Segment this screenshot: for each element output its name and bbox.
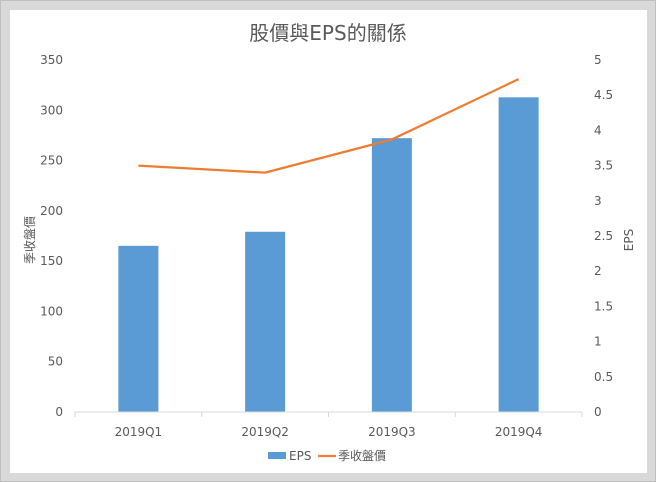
- y-left-tick-label: 300: [40, 103, 63, 117]
- y-left-tick-label: 250: [40, 154, 63, 168]
- y-right-tick-label: 4.5: [594, 88, 613, 102]
- y-right-tick-label: 5: [594, 53, 602, 67]
- legend-label-eps: EPS: [289, 449, 311, 463]
- y-left-tick-label: 50: [48, 355, 63, 369]
- y-left-tick-label: 0: [55, 405, 63, 419]
- x-tick-label: 2019Q3: [368, 425, 416, 439]
- x-tick-label: 2019Q2: [241, 425, 289, 439]
- y-right-tick-label: 0.5: [594, 370, 613, 384]
- legend-label-closing-price: 季收盤價: [338, 449, 386, 463]
- y-left-tick-label: 150: [40, 254, 63, 268]
- y-right-tick-label: 1: [594, 335, 602, 349]
- y-left-tick-label: 200: [40, 204, 63, 218]
- y-right-tick-label: 2.5: [594, 229, 613, 243]
- bar-eps[interactable]: [498, 97, 539, 412]
- y-right-tick-label: 1.5: [594, 299, 613, 313]
- legend-swatch-eps: [268, 452, 286, 459]
- bar-eps[interactable]: [118, 245, 159, 412]
- x-tick-label: 2019Q1: [115, 425, 163, 439]
- line-closing-price[interactable]: [138, 78, 520, 174]
- y-right-tick-label: 3.5: [594, 159, 613, 173]
- y-right-tick-label: 2: [594, 264, 602, 278]
- y-right-tick-label: 3: [594, 194, 602, 208]
- y-left-tick-label: 100: [40, 304, 63, 318]
- y-right-tick-label: 0: [594, 405, 602, 419]
- bar-eps[interactable]: [245, 231, 286, 412]
- chart-area: [10, 10, 647, 473]
- y-right-tick-label: 4: [594, 123, 602, 137]
- y-left-tick-label: 350: [40, 53, 63, 67]
- x-tick-label: 2019Q4: [495, 425, 543, 439]
- y-left-axis-title: 季收盤價: [23, 216, 37, 264]
- y-right-axis-title: EPS: [622, 229, 636, 251]
- bar-eps[interactable]: [371, 138, 412, 413]
- chart-title: 股價與EPS的關係: [249, 21, 406, 45]
